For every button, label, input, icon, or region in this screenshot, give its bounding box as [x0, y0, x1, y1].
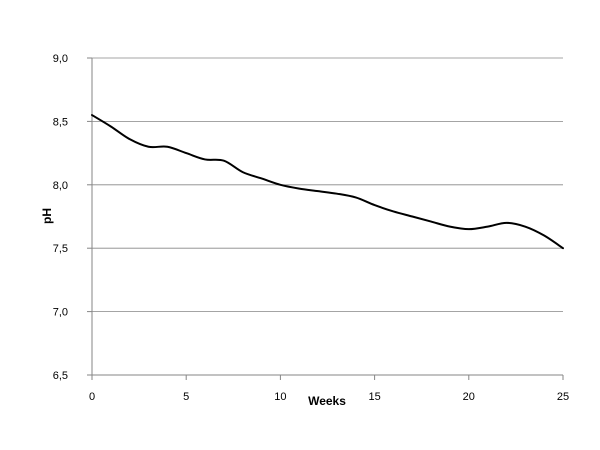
- x-tick-label: 25: [557, 391, 569, 403]
- x-tick-label: 20: [463, 391, 475, 403]
- y-tick-label: 9,0: [53, 53, 68, 65]
- x-tick-label: 0: [89, 391, 95, 403]
- y-tick-label: 8,5: [53, 116, 68, 128]
- x-tick-label: 15: [368, 391, 380, 403]
- x-axis-ticks: 0 5 10 15 20 25: [89, 375, 569, 403]
- gridlines: [92, 57, 563, 313]
- y-tick-label: 7,5: [53, 243, 68, 255]
- ph-series-line: [91, 114, 564, 250]
- y-axis-title: pH: [40, 208, 54, 224]
- y-tick-label: 8,0: [53, 180, 68, 192]
- y-tick-label: 6,5: [53, 370, 68, 382]
- y-tick-label: 7,0: [53, 307, 68, 319]
- x-tick-label: 5: [183, 391, 189, 403]
- series-group: [91, 114, 564, 250]
- x-axis-title: Weeks: [308, 394, 346, 408]
- y-axis-ticks: 6,5 7,0 7,5 8,0 8,5 9,0: [53, 53, 92, 382]
- x-tick-label: 10: [274, 391, 286, 403]
